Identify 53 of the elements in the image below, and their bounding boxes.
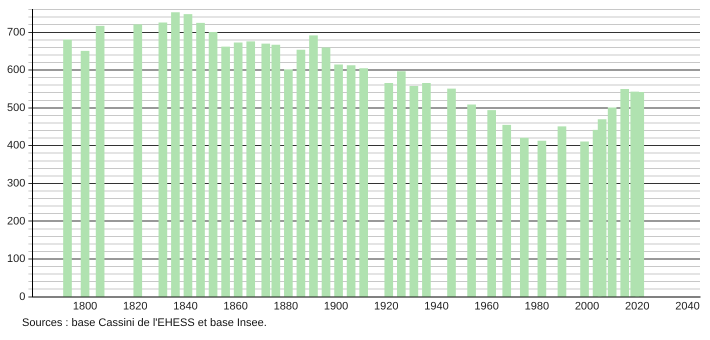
bar [63, 40, 72, 297]
bar [396, 71, 406, 297]
bar [447, 88, 456, 297]
bar [246, 41, 256, 297]
bar [520, 138, 529, 297]
bar [184, 14, 192, 297]
bar [284, 69, 293, 297]
x-tick-label: 2020 [625, 300, 650, 312]
x-tick-label: 1980 [524, 300, 550, 312]
bar [80, 50, 90, 297]
x-tick-label: 1920 [374, 300, 398, 312]
bar [196, 22, 205, 297]
x-tick-label: 1800 [72, 300, 98, 312]
bar [538, 140, 546, 297]
bar [309, 35, 318, 297]
bar [208, 32, 218, 297]
bar [296, 50, 306, 297]
x-tick-label: 2040 [675, 300, 700, 312]
bar [234, 42, 242, 297]
bar [322, 47, 330, 297]
bar [96, 26, 104, 297]
x-tick-label: 1960 [474, 300, 499, 312]
bar [334, 64, 343, 297]
x-tick-label: 1880 [274, 300, 298, 312]
bar [384, 82, 394, 297]
bar [410, 86, 418, 297]
bar [346, 65, 356, 297]
bar [422, 82, 431, 297]
x-tick-label: 2000 [574, 300, 600, 312]
x-tick-label: 1860 [223, 300, 248, 312]
bar [221, 46, 230, 297]
bar [558, 126, 566, 297]
y-tick-label: 200 [6, 215, 26, 228]
y-tick-label: 700 [6, 26, 26, 38]
bar [359, 68, 368, 297]
y-tick-label: 100 [6, 253, 26, 266]
bar [158, 22, 168, 297]
y-tick-label: 600 [6, 64, 26, 76]
x-tick-label: 1940 [424, 300, 449, 312]
y-tick-label: 500 [6, 102, 26, 114]
x-tick-label: 1820 [123, 300, 148, 312]
bar [502, 124, 512, 297]
bar [580, 142, 589, 297]
source-note: Sources : base Cassini de l'EHESS et base Insee. [21, 317, 268, 329]
y-tick-label: 300 [6, 177, 26, 190]
bar [133, 24, 142, 297]
bar [487, 110, 496, 297]
x-tick-label: 1900 [324, 300, 348, 312]
bar [467, 104, 476, 297]
y-tick-label: 0 [19, 290, 26, 303]
bar [171, 12, 180, 297]
x-tick-label: 1840 [173, 300, 198, 312]
y-tick-label: 400 [6, 140, 26, 152]
